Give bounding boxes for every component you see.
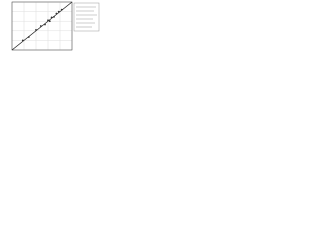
- point: [55, 12, 58, 15]
- point: [39, 25, 42, 27]
- chart: [11, 1, 100, 51]
- point: [50, 16, 53, 19]
- point: [35, 28, 37, 31]
- reference-line: [11, 1, 73, 51]
- legend-lines: [76, 6, 97, 28]
- plot-frame: [11, 1, 73, 51]
- point: [47, 19, 49, 22]
- point: [27, 36, 30, 38]
- point: [57, 10, 60, 13]
- point: [21, 39, 24, 42]
- page: {"chart_data": {"type": "scatter", "x": …: [0, 0, 100, 59]
- point: [60, 8, 63, 11]
- legend-box: [73, 2, 100, 32]
- point: [53, 15, 55, 18]
- point: [48, 20, 51, 23]
- point: [44, 23, 46, 26]
